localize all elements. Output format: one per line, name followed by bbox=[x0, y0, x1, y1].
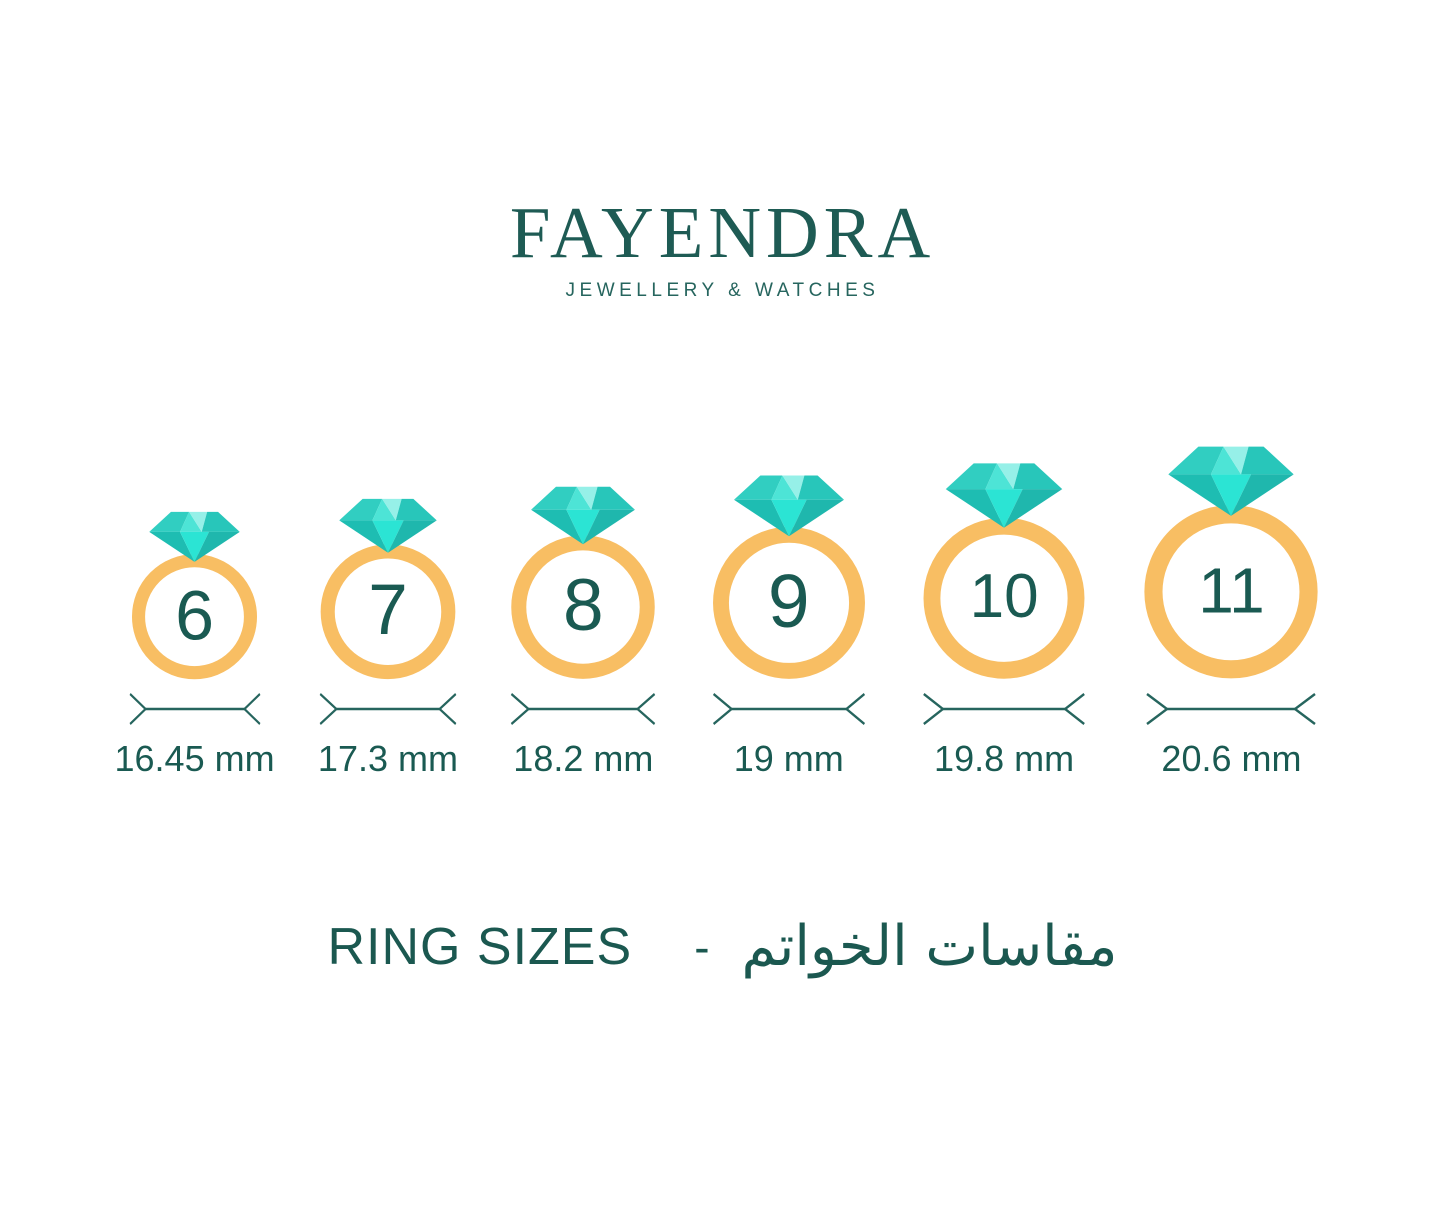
ring-diameter-label: 19 mm bbox=[733, 738, 844, 779]
brand-tagline: JEWELLERY & WATCHES bbox=[565, 280, 880, 301]
ring-size-item-11: 11 20.6 mm bbox=[1132, 430, 1330, 777]
title-english: RING SIZES bbox=[327, 918, 633, 976]
brand-logo: FAYENDRA JEWELLERY & WATCHES bbox=[0, 0, 1445, 300]
ring-size-item-6: 6 16.45 mm bbox=[115, 500, 275, 777]
ring-diameter-label: 20.6 mm bbox=[1161, 738, 1302, 779]
diameter-arrow-icon bbox=[920, 693, 1088, 725]
brand-name: FAYENDRA bbox=[509, 192, 936, 273]
title-arabic: مقاسات الخواتم bbox=[741, 914, 1118, 979]
ring-size-number: 11 bbox=[1198, 554, 1265, 627]
ring-diameter-label: 19.8 mm bbox=[934, 738, 1075, 779]
chart-title: RING SIZES - مقاسات الخواتم bbox=[0, 919, 1445, 975]
title-separator: - bbox=[694, 921, 710, 973]
ring-graphic: 10 bbox=[912, 448, 1096, 681]
diameter-arrow-icon bbox=[127, 693, 263, 725]
ring-size-number: 9 bbox=[767, 558, 810, 643]
diameter-arrow-icon bbox=[508, 693, 658, 725]
ring-size-number: 7 bbox=[368, 570, 408, 650]
ring-size-number: 6 bbox=[175, 576, 214, 655]
ring-diameter-label: 16.45 mm bbox=[114, 738, 275, 779]
ring-size-item-10: 10 19.8 mm bbox=[912, 448, 1096, 777]
ring-diameter-label: 17.3 mm bbox=[317, 738, 458, 779]
ring-graphic: 9 bbox=[702, 461, 876, 681]
ring-graphic: 7 bbox=[311, 486, 465, 681]
ring-size-item-8: 8 18.2 mm bbox=[501, 473, 665, 777]
ring-diameter-label: 18.2 mm bbox=[513, 738, 654, 779]
ring-graphic: 6 bbox=[123, 500, 266, 681]
ring-graphic: 8 bbox=[501, 473, 665, 681]
diameter-arrow-icon bbox=[710, 693, 868, 725]
ring-size-item-7: 7 17.3 mm bbox=[311, 486, 465, 777]
diameter-arrow-icon bbox=[317, 693, 459, 725]
ring-size-number: 10 bbox=[969, 562, 1039, 632]
ring-size-item-9: 9 19 mm bbox=[702, 461, 876, 777]
rings-row: 6 16.45 mm 7 17.3 mm 8 18.2 mm 9 bbox=[115, 430, 1331, 777]
ring-size-number: 8 bbox=[563, 565, 604, 647]
diameter-arrow-icon bbox=[1143, 693, 1319, 725]
ring-graphic: 11 bbox=[1132, 430, 1330, 681]
